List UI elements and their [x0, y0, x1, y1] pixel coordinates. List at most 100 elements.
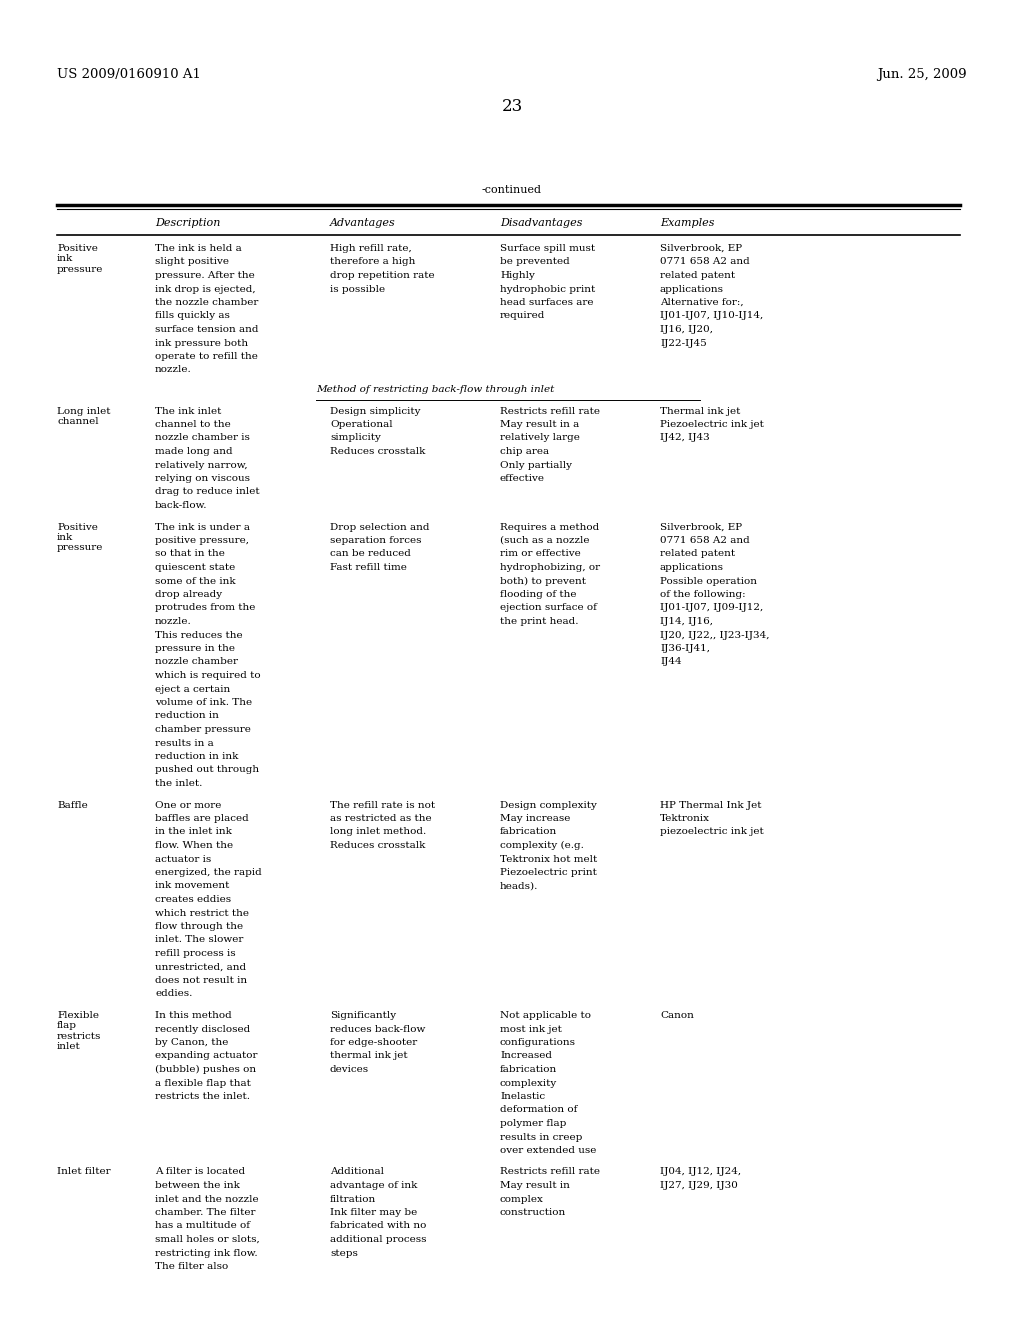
Text: which is required to: which is required to [155, 671, 261, 680]
Text: relying on viscous: relying on viscous [155, 474, 250, 483]
Text: One or more: One or more [155, 800, 221, 809]
Text: Possible operation: Possible operation [660, 577, 757, 586]
Text: Piezoelectric ink jet: Piezoelectric ink jet [660, 420, 764, 429]
Text: so that in the: so that in the [155, 549, 225, 558]
Text: complexity: complexity [500, 1078, 557, 1088]
Text: restricts the inlet.: restricts the inlet. [155, 1092, 250, 1101]
Text: Fast refill time: Fast refill time [330, 564, 407, 572]
Text: has a multitude of: has a multitude of [155, 1221, 250, 1230]
Text: IJ16, IJ20,: IJ16, IJ20, [660, 325, 713, 334]
Text: therefore a high: therefore a high [330, 257, 416, 267]
Text: ink pressure both: ink pressure both [155, 338, 248, 347]
Text: eddies.: eddies. [155, 990, 193, 998]
Text: both) to prevent: both) to prevent [500, 577, 586, 586]
Text: creates eddies: creates eddies [155, 895, 231, 904]
Text: head surfaces are: head surfaces are [500, 298, 594, 308]
Text: configurations: configurations [500, 1038, 575, 1047]
Text: chip area: chip area [500, 447, 549, 455]
Text: eject a certain: eject a certain [155, 685, 230, 693]
Text: Restricts refill rate: Restricts refill rate [500, 407, 600, 416]
Text: reduction in ink: reduction in ink [155, 752, 239, 762]
Text: relatively large: relatively large [500, 433, 580, 442]
Text: surface tension and: surface tension and [155, 325, 258, 334]
Text: is possible: is possible [330, 285, 385, 293]
Text: Method of restricting back-flow through inlet: Method of restricting back-flow through … [316, 385, 554, 393]
Text: Design simplicity: Design simplicity [330, 407, 421, 416]
Text: reduces back-flow: reduces back-flow [330, 1024, 425, 1034]
Text: May result in: May result in [500, 1181, 570, 1191]
Text: additional process: additional process [330, 1236, 427, 1243]
Text: fabrication: fabrication [500, 828, 557, 837]
Text: ink drop is ejected,: ink drop is ejected, [155, 285, 256, 293]
Text: Silverbrook, EP: Silverbrook, EP [660, 523, 742, 532]
Text: pressure. After the: pressure. After the [155, 271, 255, 280]
Text: which restrict the: which restrict the [155, 908, 249, 917]
Text: IJ04, IJ12, IJ24,: IJ04, IJ12, IJ24, [660, 1167, 741, 1176]
Text: reduction in: reduction in [155, 711, 219, 721]
Text: rim or effective: rim or effective [500, 549, 581, 558]
Text: some of the ink: some of the ink [155, 577, 236, 586]
Text: pressure in the: pressure in the [155, 644, 234, 653]
Text: over extended use: over extended use [500, 1146, 596, 1155]
Text: drag to reduce inlet: drag to reduce inlet [155, 487, 260, 496]
Text: Baffle: Baffle [57, 800, 88, 809]
Text: the inlet.: the inlet. [155, 779, 203, 788]
Text: as restricted as the: as restricted as the [330, 814, 432, 822]
Text: positive pressure,: positive pressure, [155, 536, 249, 545]
Text: The refill rate is not: The refill rate is not [330, 800, 435, 809]
Text: flooding of the: flooding of the [500, 590, 577, 599]
Text: IJ14, IJ16,: IJ14, IJ16, [660, 616, 713, 626]
Text: be prevented: be prevented [500, 257, 569, 267]
Text: of the following:: of the following: [660, 590, 745, 599]
Text: drop repetition rate: drop repetition rate [330, 271, 434, 280]
Text: made long and: made long and [155, 447, 232, 455]
Text: Inelastic: Inelastic [500, 1092, 545, 1101]
Text: thermal ink jet: thermal ink jet [330, 1052, 408, 1060]
Text: energized, the rapid: energized, the rapid [155, 869, 262, 876]
Text: IJ27, IJ29, IJ30: IJ27, IJ29, IJ30 [660, 1181, 738, 1191]
Text: volume of ink. The: volume of ink. The [155, 698, 252, 708]
Text: Reduces crosstalk: Reduces crosstalk [330, 447, 425, 455]
Text: results in creep: results in creep [500, 1133, 583, 1142]
Text: Significantly: Significantly [330, 1011, 396, 1020]
Text: US 2009/0160910 A1: US 2009/0160910 A1 [57, 69, 201, 81]
Text: (such as a nozzle: (such as a nozzle [500, 536, 590, 545]
Text: IJ44: IJ44 [660, 657, 682, 667]
Text: nozzle chamber is: nozzle chamber is [155, 433, 250, 442]
Text: small holes or slots,: small holes or slots, [155, 1236, 260, 1243]
Text: restricting ink flow.: restricting ink flow. [155, 1249, 258, 1258]
Text: IJ01-IJ07, IJ09-IJ12,: IJ01-IJ07, IJ09-IJ12, [660, 603, 763, 612]
Text: steps: steps [330, 1249, 357, 1258]
Text: Not applicable to: Not applicable to [500, 1011, 591, 1020]
Text: nozzle.: nozzle. [155, 366, 191, 375]
Text: construction: construction [500, 1208, 566, 1217]
Text: deformation of: deformation of [500, 1106, 578, 1114]
Text: fabrication: fabrication [500, 1065, 557, 1074]
Text: Disadvantages: Disadvantages [500, 218, 583, 228]
Text: baffles are placed: baffles are placed [155, 814, 249, 822]
Text: Silverbrook, EP: Silverbrook, EP [660, 244, 742, 253]
Text: unrestricted, and: unrestricted, and [155, 962, 246, 972]
Text: complex: complex [500, 1195, 544, 1204]
Text: protrudes from the: protrudes from the [155, 603, 255, 612]
Text: 0771 658 A2 and: 0771 658 A2 and [660, 257, 750, 267]
Text: recently disclosed: recently disclosed [155, 1024, 250, 1034]
Text: Additional: Additional [330, 1167, 384, 1176]
Text: Ink filter may be: Ink filter may be [330, 1208, 417, 1217]
Text: effective: effective [500, 474, 545, 483]
Text: inlet. The slower: inlet. The slower [155, 936, 244, 945]
Text: Canon: Canon [660, 1011, 694, 1020]
Text: in the inlet ink: in the inlet ink [155, 828, 231, 837]
Text: long inlet method.: long inlet method. [330, 828, 426, 837]
Text: IJ22-IJ45: IJ22-IJ45 [660, 338, 707, 347]
Text: ink movement: ink movement [155, 882, 229, 891]
Text: Piezoelectric print: Piezoelectric print [500, 869, 597, 876]
Text: heads).: heads). [500, 882, 539, 891]
Text: 0771 658 A2 and: 0771 658 A2 and [660, 536, 750, 545]
Text: The ink inlet: The ink inlet [155, 407, 221, 416]
Text: relatively narrow,: relatively narrow, [155, 461, 248, 470]
Text: The filter also: The filter also [155, 1262, 228, 1271]
Text: filtration: filtration [330, 1195, 376, 1204]
Text: The ink is under a: The ink is under a [155, 523, 250, 532]
Text: -continued: -continued [482, 185, 542, 195]
